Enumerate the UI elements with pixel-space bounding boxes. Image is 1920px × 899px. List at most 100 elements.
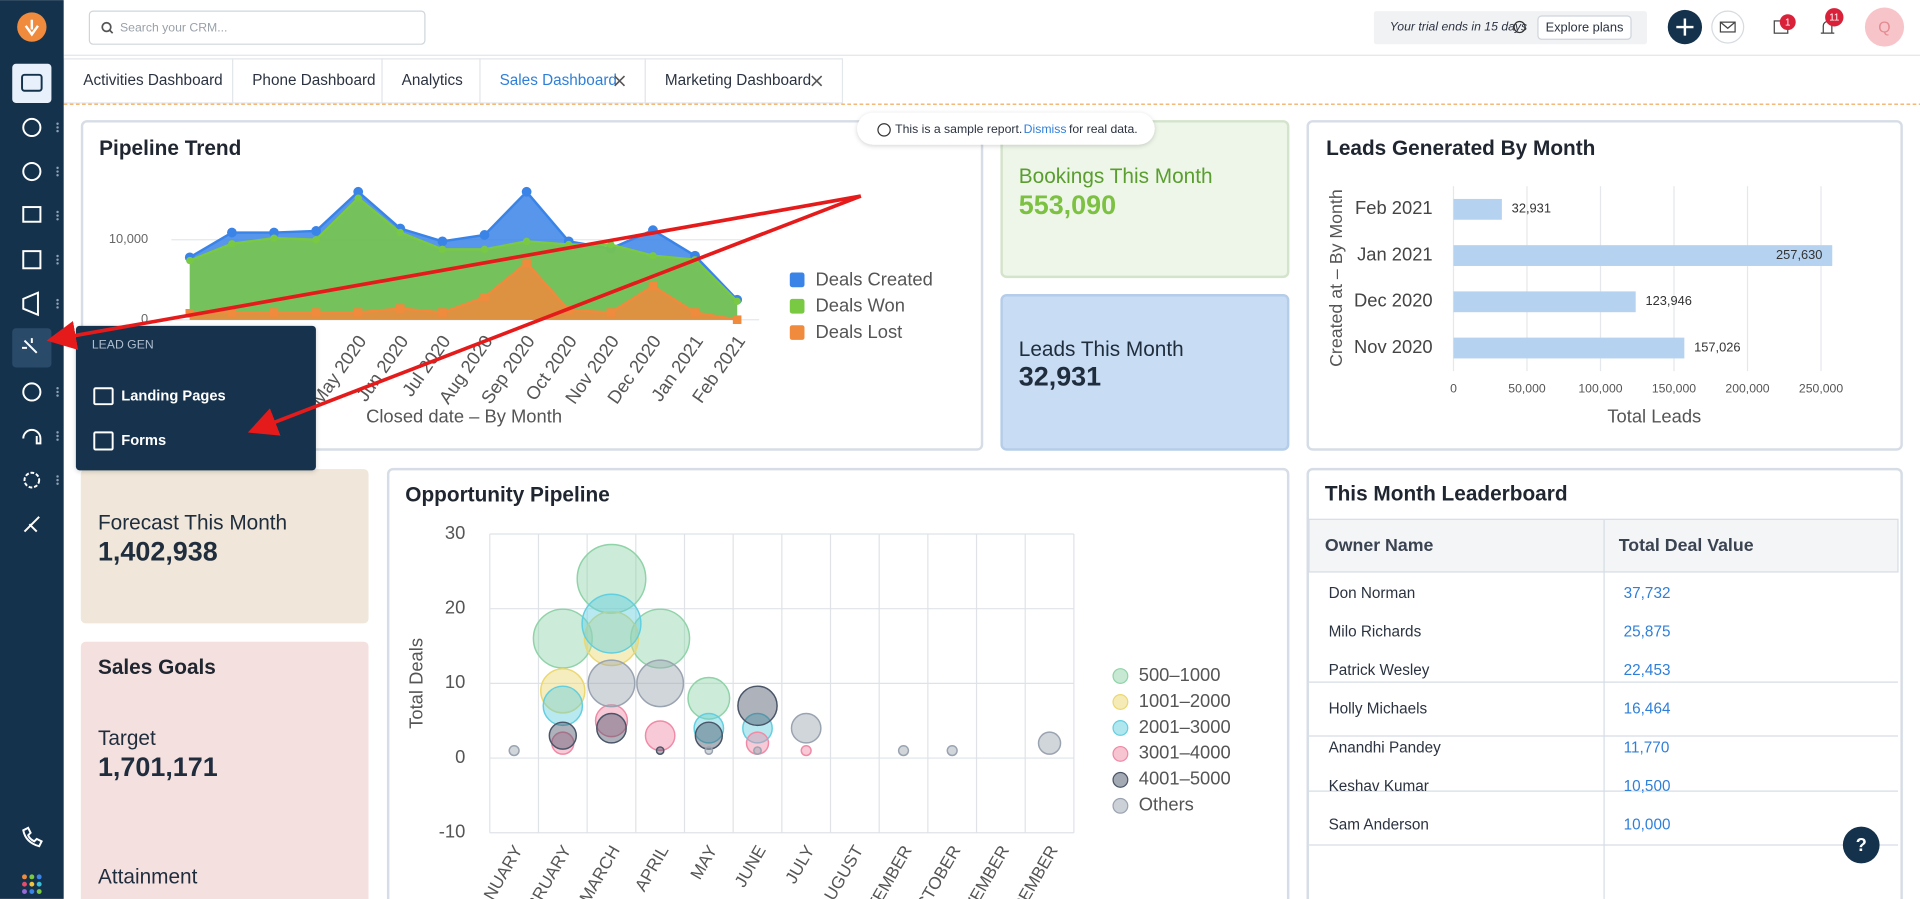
mail-icon	[1719, 21, 1736, 33]
opportunity-panel	[386, 467, 1290, 899]
nav-conversations[interactable]	[22, 206, 42, 223]
point	[396, 304, 405, 313]
point	[269, 308, 279, 317]
deal-value[interactable]: 22,453	[1624, 662, 1671, 679]
tab-label[interactable]: Analytics	[402, 72, 464, 89]
panel-title: This Month Leaderboard	[1325, 482, 1568, 505]
leads-generated-panel	[1306, 120, 1903, 451]
owner-name: Sam Anderson	[1329, 816, 1429, 833]
y-tick-label: 10,000	[109, 231, 148, 246]
avatar[interactable]	[1864, 7, 1905, 47]
add-icon	[1676, 18, 1694, 36]
menu-heading: LEAD GEN	[92, 338, 154, 352]
mail-button[interactable]	[1711, 10, 1745, 44]
nav-support[interactable]	[22, 428, 42, 445]
mail-icon	[1720, 21, 1736, 30]
column-header: Total Deal Value	[1619, 535, 1754, 555]
bubble	[687, 676, 731, 720]
legend-label: Deals Created	[816, 268, 933, 289]
tab[interactable]	[644, 58, 844, 104]
deal-value[interactable]: 16,464	[1624, 701, 1671, 718]
nav-deals[interactable]	[22, 161, 42, 182]
help-button[interactable]	[1842, 826, 1880, 864]
logo-mark	[24, 19, 39, 37]
y-tick-label: 10	[445, 671, 465, 692]
tab-label[interactable]: Sales Dashboard	[500, 72, 617, 89]
point	[438, 245, 447, 254]
tab[interactable]	[63, 58, 234, 104]
bubble	[508, 744, 520, 757]
x-tick-label: 100,000	[1578, 382, 1622, 396]
nav-analytics[interactable]	[22, 250, 42, 270]
point	[607, 240, 615, 249]
tab[interactable]	[232, 58, 383, 104]
tab[interactable]	[479, 58, 646, 104]
point	[269, 227, 279, 238]
search-box[interactable]	[88, 10, 426, 45]
bubble	[655, 746, 665, 756]
dismiss-link[interactable]: Dismiss	[1024, 122, 1067, 136]
deal-value[interactable]: 10,500	[1624, 778, 1671, 795]
explore-label[interactable]: Explore plans	[1546, 20, 1624, 35]
x-tick-label: 200,000	[1725, 382, 1769, 396]
point	[228, 240, 236, 248]
nav-campaigns[interactable]	[22, 291, 39, 317]
explore-button[interactable]	[1537, 15, 1632, 40]
owner-name: Patrick Wesley	[1329, 662, 1430, 679]
area	[189, 262, 738, 320]
bubble	[704, 746, 714, 756]
legend-label: Deals Lost	[816, 321, 903, 342]
legend-swatch	[1112, 771, 1129, 788]
nav-phone[interactable]	[22, 826, 43, 848]
owner-name: Milo Richards	[1329, 624, 1422, 641]
bubble	[1037, 731, 1062, 755]
bubble	[587, 659, 636, 708]
apps-grid[interactable]	[22, 874, 42, 894]
panel-title: Sales Goals	[98, 656, 216, 679]
deal-value[interactable]: 25,875	[1624, 624, 1671, 641]
kpi-value: 32,931	[1019, 362, 1101, 392]
annotation-arrow	[247, 194, 862, 436]
tab-label[interactable]: Activities Dashboard	[83, 72, 222, 89]
panel-title: Pipeline Trend	[99, 137, 241, 160]
nav-contacts[interactable]	[22, 117, 42, 138]
tab-label[interactable]: Marketing Dashboard	[665, 72, 811, 89]
target-value: 1,701,171	[98, 752, 218, 782]
y-tick-label: Feb 2021	[1355, 197, 1433, 218]
point	[353, 186, 364, 197]
search-icon	[101, 21, 112, 33]
attainment-label: Attainment	[98, 866, 198, 889]
deal-value[interactable]: 11,770	[1624, 739, 1670, 756]
menu-item[interactable]: Forms	[121, 433, 166, 449]
bubble	[532, 608, 593, 669]
nav-settings[interactable]	[23, 471, 41, 489]
nav-icon	[21, 73, 43, 92]
tab[interactable]	[381, 58, 481, 104]
sales-goals-card	[80, 641, 369, 899]
tab-label[interactable]: Phone Dashboard	[252, 72, 375, 89]
menu-item[interactable]: Landing Pages	[121, 389, 225, 405]
bubble	[644, 720, 676, 752]
nav-automation[interactable]	[22, 382, 42, 402]
panel-title: Leads Generated By Month	[1326, 137, 1595, 160]
tab-close[interactable]	[614, 75, 626, 87]
notice-suffix: for real data.	[1069, 122, 1138, 136]
bubble	[753, 746, 762, 756]
nav-active[interactable]	[12, 63, 52, 103]
bar	[1453, 291, 1636, 313]
legend-swatch	[789, 272, 805, 288]
bubble	[790, 712, 822, 744]
deal-value[interactable]: 10,000	[1624, 816, 1671, 833]
deal-value[interactable]: 37,732	[1624, 585, 1671, 602]
search-placeholder: Search your CRM...	[120, 21, 227, 35]
tab-close[interactable]	[811, 75, 823, 87]
owner-name: Holly Michaels	[1329, 701, 1428, 718]
point	[480, 245, 489, 254]
x-tick-label: 250,000	[1799, 382, 1843, 396]
value-label: 32,931	[1512, 201, 1551, 216]
bubble	[542, 685, 584, 727]
info-icon	[877, 123, 891, 137]
y-axis-label: Total Deals	[405, 638, 426, 729]
nav-launch[interactable]	[23, 516, 40, 533]
forecast-card	[80, 469, 369, 624]
